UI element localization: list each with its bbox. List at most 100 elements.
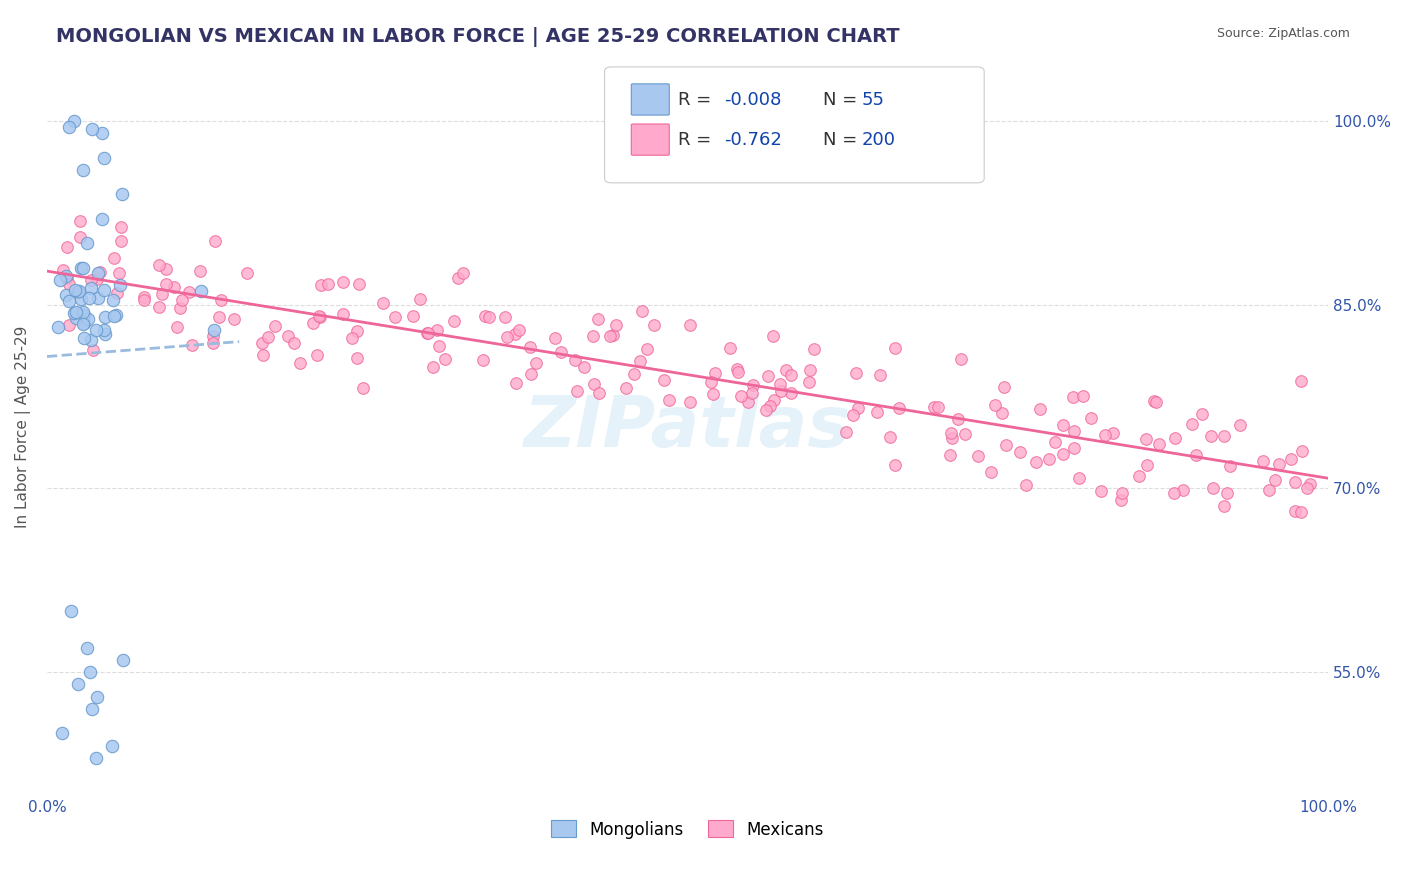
Point — [1295, 481, 1317, 495]
Point — [727, 365, 749, 379]
Point — [643, 318, 665, 333]
Point — [202, 329, 225, 343]
Point — [1063, 424, 1085, 438]
Point — [769, 377, 792, 392]
Point — [797, 375, 820, 389]
Point — [446, 270, 468, 285]
Point — [1213, 429, 1236, 443]
Point — [478, 310, 501, 324]
Point — [718, 341, 741, 355]
Text: R =: R = — [678, 131, 717, 149]
Point — [1284, 475, 1306, 489]
Point — [845, 367, 868, 381]
Point — [775, 363, 797, 377]
Point — [80, 333, 103, 347]
Point — [679, 395, 702, 409]
Point — [103, 309, 125, 323]
Point — [132, 290, 155, 304]
Point — [1063, 441, 1085, 455]
Point — [938, 448, 960, 462]
Point — [883, 341, 905, 355]
Point — [305, 348, 328, 362]
Point — [948, 412, 970, 426]
Point — [105, 308, 128, 322]
Point — [257, 330, 280, 344]
Point — [879, 430, 901, 444]
Point — [80, 273, 103, 287]
Point — [80, 702, 103, 716]
Point — [1289, 505, 1312, 519]
Point — [1213, 499, 1236, 513]
Point — [636, 343, 658, 357]
Point — [111, 653, 134, 667]
Point — [72, 261, 94, 276]
Point — [347, 277, 370, 291]
Point — [866, 405, 889, 419]
Point — [252, 348, 274, 362]
Point — [152, 287, 174, 301]
Point — [588, 385, 610, 400]
Point — [65, 283, 87, 297]
Point — [309, 310, 332, 325]
Point — [966, 450, 988, 464]
Point — [1299, 477, 1322, 491]
Point — [759, 399, 782, 413]
Point — [505, 376, 527, 390]
Point — [288, 356, 311, 370]
Point — [1185, 448, 1208, 462]
Point — [80, 281, 103, 295]
Point — [1229, 418, 1251, 433]
Point — [65, 310, 87, 325]
Point — [346, 324, 368, 338]
Point — [166, 320, 188, 334]
Point — [93, 323, 115, 337]
Point — [994, 438, 1017, 452]
Point — [308, 310, 330, 324]
Point — [1015, 478, 1038, 492]
Point — [170, 293, 193, 308]
Point — [77, 312, 100, 326]
Point — [1257, 483, 1279, 498]
Point — [741, 386, 763, 401]
Point — [55, 240, 77, 254]
Point — [148, 300, 170, 314]
Point — [564, 353, 586, 368]
Point — [780, 386, 803, 401]
Point — [702, 387, 724, 401]
Point — [1147, 437, 1170, 451]
Point — [550, 345, 572, 359]
Point — [842, 408, 865, 422]
Point — [1268, 458, 1291, 472]
Point — [565, 384, 588, 399]
Text: -0.762: -0.762 — [724, 131, 782, 149]
Point — [107, 286, 129, 301]
Point — [188, 264, 211, 278]
Point — [1052, 418, 1074, 433]
Point — [58, 120, 80, 134]
Point — [1102, 425, 1125, 440]
Point — [520, 367, 543, 381]
Point — [941, 431, 963, 445]
Point — [82, 343, 104, 358]
Point — [993, 380, 1015, 394]
Point — [1163, 432, 1185, 446]
Point — [1062, 390, 1084, 404]
Text: 200: 200 — [862, 131, 896, 149]
Point — [763, 393, 786, 408]
Point — [58, 318, 80, 333]
Point — [209, 293, 232, 308]
Point — [76, 640, 98, 655]
Point — [762, 329, 785, 343]
Text: Source: ZipAtlas.com: Source: ZipAtlas.com — [1216, 27, 1350, 40]
Point — [340, 331, 363, 345]
Point — [201, 335, 224, 350]
Point — [163, 280, 186, 294]
Point — [602, 327, 624, 342]
Point — [346, 351, 368, 366]
Point — [443, 314, 465, 328]
Point — [181, 338, 204, 352]
Point — [65, 305, 87, 319]
Point — [835, 425, 858, 439]
Point — [103, 251, 125, 265]
Point — [94, 327, 117, 342]
